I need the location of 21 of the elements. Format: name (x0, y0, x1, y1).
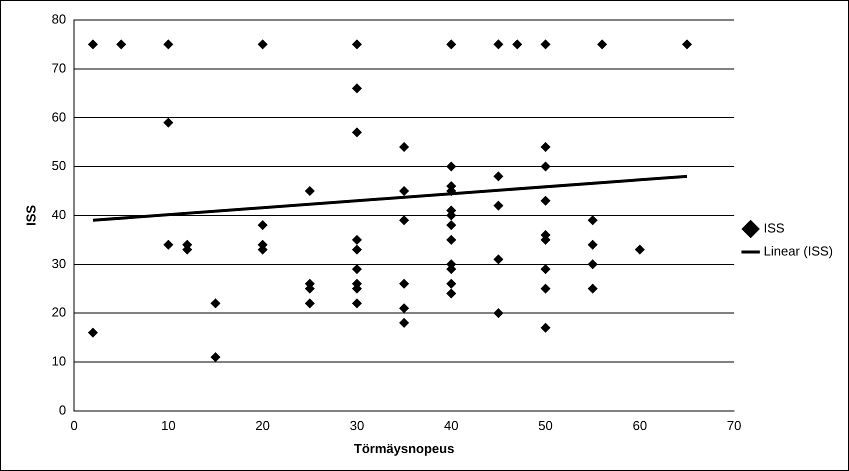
x-tick-label: 70 (726, 418, 742, 434)
y-tick-label: 50 (52, 158, 66, 174)
y-tick-label: 70 (52, 60, 66, 76)
y-tick-label: 60 (52, 109, 66, 124)
y-tick-label: 80 (52, 12, 66, 27)
y-tick-label: 20 (52, 304, 66, 320)
x-tick-label: 50 (538, 418, 553, 434)
x-tick-label: 60 (632, 418, 648, 434)
legend-label: ISS (764, 220, 785, 236)
x-tick-label: 30 (350, 418, 364, 434)
x-tick-label: 10 (161, 418, 176, 434)
x-axis-title: Törmäysnopeus (354, 440, 454, 456)
y-tick-label: 30 (52, 256, 66, 271)
y-tick-label: 0 (58, 402, 66, 418)
y-tick-label: 10 (52, 354, 66, 369)
x-tick-label: 40 (444, 418, 458, 434)
y-tick-label: 40 (52, 206, 66, 222)
x-tick-label: 20 (255, 418, 270, 434)
y-axis-title: ISS (23, 204, 38, 226)
x-tick-label: 0 (70, 418, 78, 434)
legend-label: Linear (ISS) (764, 244, 834, 259)
